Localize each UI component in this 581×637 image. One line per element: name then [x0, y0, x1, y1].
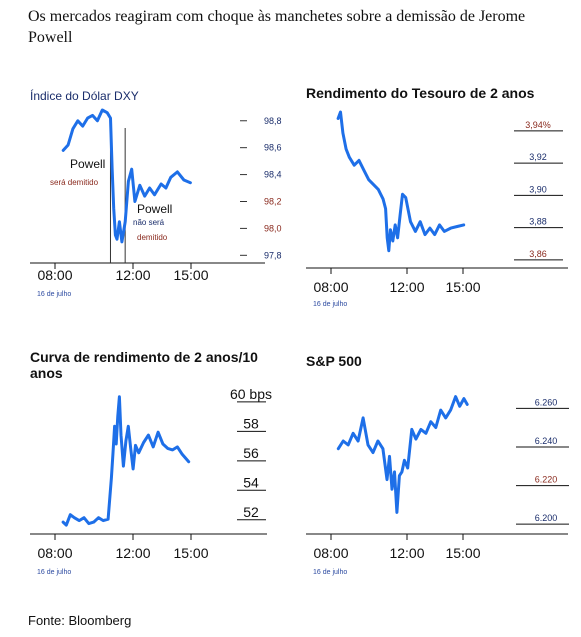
x-tick-label: 15:00	[445, 545, 480, 561]
y-tick-label: 6.200	[535, 513, 558, 523]
series-line	[61, 108, 192, 244]
chart-dxy: Índice do Dólar DXY 98,8 98,6 98,4 98,2 98,0 9…	[30, 88, 282, 298]
x-tick-label: 15:00	[173, 545, 208, 561]
y-tick-label: 98,6	[264, 143, 282, 153]
x-tick-label: 08:00	[37, 267, 72, 283]
y-tick-label: 58	[243, 415, 259, 431]
chart-sp500: S&P 500 6.260 6.240 6.220 6.200 08:00 12:00 15:…	[306, 353, 569, 576]
series-line	[336, 395, 469, 514]
event-label: Powell	[137, 202, 172, 216]
source-note: Fonte: Bloomberg	[28, 613, 132, 628]
x-tick-label: 08:00	[313, 279, 348, 295]
y-tick-label: 98,8	[264, 116, 282, 126]
event-label: Powell	[70, 157, 105, 171]
x-sublabel: 16 de julho	[37, 569, 71, 576]
x-sublabel: 16 de julho	[313, 301, 347, 308]
x-tick-label: 12:00	[115, 545, 150, 561]
event-label-2: não será	[133, 218, 165, 227]
x-tick-label: 15:00	[173, 267, 208, 283]
series-line	[61, 395, 191, 527]
y-tick-label: 3,92	[529, 152, 547, 162]
x-tick-label: 08:00	[313, 545, 348, 561]
y-tick-label: 56	[243, 445, 259, 461]
x-tick-label: 12:00	[389, 279, 424, 295]
x-tick-label: 08:00	[37, 545, 72, 561]
chart-title: Curva de rendimento de 2 anos/10	[30, 349, 258, 365]
x-sublabel: 16 de julho	[37, 291, 71, 298]
event-sublabel: demitido	[137, 233, 168, 242]
x-tick-label: 12:00	[115, 267, 150, 283]
x-tick-label: 12:00	[389, 545, 424, 561]
headline: Os mercados reagiram com choque às manch…	[28, 8, 526, 46]
y-tick-label: 98,0	[264, 223, 282, 233]
y-tick-label: 6.260	[535, 397, 558, 407]
chart-title: Índice do Dólar DXY	[30, 88, 139, 103]
chart-title: Rendimento do Tesouro de 2 anos	[306, 85, 535, 101]
y-tick-label: 98,4	[264, 170, 282, 180]
series-line	[336, 110, 466, 253]
y-tick-label: 54	[243, 474, 259, 490]
y-tick-label: 52	[243, 504, 259, 520]
chart-title: S&P 500	[306, 353, 362, 369]
chart-title-line2: anos	[30, 365, 63, 381]
event-sublabel: será demitido	[50, 178, 99, 187]
y-tick-label: 6.220	[535, 475, 558, 485]
y-tick-label: 97,8	[264, 250, 282, 260]
x-tick-label: 15:00	[445, 279, 480, 295]
y-tick-label: 6.240	[535, 436, 558, 446]
x-sublabel: 16 de julho	[313, 569, 347, 576]
y-tick-label: 3,86	[529, 249, 547, 259]
chart-treasury-2y: Rendimento do Tesouro de 2 anos 3,94% 3,92…	[306, 85, 568, 308]
y-tick-label: 60 bps	[230, 386, 272, 402]
y-tick-label: 3,88	[529, 217, 547, 227]
y-tick-label: 3,90	[529, 184, 547, 194]
y-tick-label: 98,2	[264, 196, 282, 206]
y-tick-label: 3,94%	[525, 120, 551, 130]
